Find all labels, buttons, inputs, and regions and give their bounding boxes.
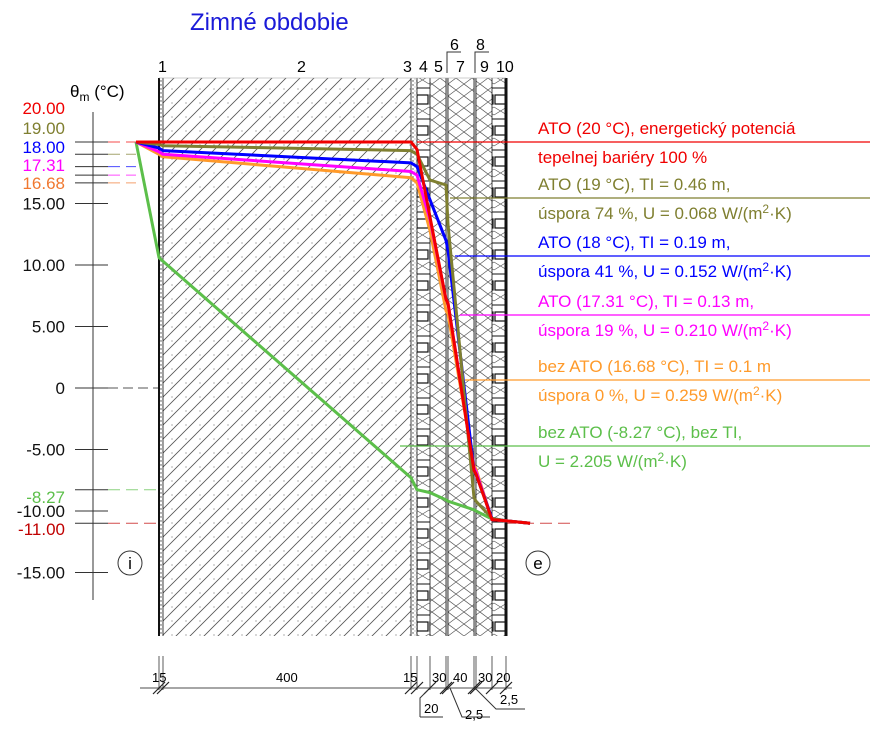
y-tick-label: -15.00 (17, 564, 65, 583)
y-tick-label: -5.00 (26, 441, 65, 460)
chart-title: Zimné obdobie (190, 9, 349, 36)
legend-entry: ATO (19 °C), TI = 0.46 m, úspora 74 %, U … (538, 175, 792, 223)
dimension-tick (410, 681, 424, 695)
y-tick-label: -10.00 (17, 502, 65, 521)
legend-line-1: ATO (18 °C), TI = 0.19 m, (538, 233, 730, 252)
wall-section (158, 51, 508, 636)
legend-entry: ATO (17.31 °C), TI = 0.13 m, úspora 19 %,… (538, 292, 792, 340)
legend-line-2: úspora 19 %, U = 0.210 W/(m2·K) (538, 319, 792, 340)
legend-line-1: bez ATO (16.68 °C), TI = 0.1 m (538, 357, 771, 376)
dimension-label: 15 (152, 670, 166, 685)
layer-3-plaster (411, 78, 417, 636)
legend-line-1: ATO (20 °C), energetický potenciá (538, 119, 796, 138)
interior-marker: i (117, 550, 143, 576)
legend-line-2: úspora 74 %, U = 0.068 W/(m2·K) (538, 202, 792, 223)
layer-label: 2 (297, 59, 306, 76)
layer-5-insulation (430, 78, 446, 636)
dimension-tick (156, 681, 170, 695)
dimension-line (140, 656, 525, 718)
dimension-tick (439, 681, 453, 695)
dimension-label: 40 (453, 670, 467, 685)
dimension-tick (499, 681, 513, 695)
legend-line-2: úspora 41 %, U = 0.152 W/(m2·K) (538, 260, 792, 281)
legend-line-2: U = 2.205 W/(m2·K) (538, 450, 687, 471)
highlight-value-label: 20.00 (22, 99, 65, 118)
layer-2-concrete (163, 78, 411, 636)
dimension-labels: 15 400 15 30 40 30 20 20 2,5 2,5 (152, 670, 518, 722)
layer-label: 10 (496, 59, 514, 76)
dimension-tick (485, 681, 499, 695)
legend-line-1: ATO (19 °C), TI = 0.46 m, (538, 175, 730, 194)
layer-10-blocks (492, 78, 505, 636)
layer-label: 9 (480, 59, 489, 76)
highlight-value-label: 18.00 (22, 138, 65, 157)
exterior-marker-label: e (533, 554, 542, 573)
legend: ATO (20 °C), energetický potenciá tepelne… (538, 119, 796, 471)
legend-entry: bez ATO (16.68 °C), TI = 0.1 m úspora 0 %… (538, 357, 782, 405)
y-tick-label: 15.00 (22, 195, 65, 214)
y-tick-label: 10.00 (22, 256, 65, 275)
legend-line-2: úspora 0 %, U = 0.259 W/(m2·K) (538, 384, 782, 405)
legend-entry: ATO (20 °C), energetický potenciá tepelne… (538, 119, 796, 167)
layer-label: 5 (434, 59, 443, 76)
exterior-marker: e (525, 550, 551, 576)
layer-label: 1 (158, 59, 167, 76)
dimension-label: 20 (424, 701, 438, 716)
dimension-label: 30 (432, 670, 446, 685)
highlight-value-label: 19.00 (22, 119, 65, 138)
interior-marker-label: i (128, 554, 132, 573)
layer-labels: 1 2 3 4 5 7 9 10 6 8 (158, 37, 514, 76)
y-tick-label: 5.00 (32, 318, 65, 337)
series-line (136, 140, 531, 525)
legend-entry: ATO (18 °C), TI = 0.19 m, úspora 41 %, U … (538, 233, 792, 281)
dimension-tick (404, 681, 418, 695)
layer-6-membrane (446, 78, 448, 636)
legend-line-1: bez ATO (-8.27 °C), bez TI, (538, 423, 742, 442)
highlight-value-label: 16.68 (22, 174, 65, 193)
legend-leader-lines (400, 141, 870, 447)
layer-8-membrane (474, 78, 476, 636)
series-group (134, 140, 531, 525)
legend-line-1: ATO (17.31 °C), TI = 0.13 m, (538, 292, 754, 311)
legend-entry: bez ATO (-8.27 °C), bez TI, U = 2.205 W/(… (538, 423, 742, 471)
dimension-label: 15 (403, 670, 417, 685)
layer-1-plaster (159, 78, 163, 636)
y-tick-label: 0 (56, 379, 65, 398)
dimension-label: 30 (478, 670, 492, 685)
highlight-value-label: -8.27 (26, 488, 65, 507)
dimension-tick (441, 681, 455, 695)
dimension-label: 2,5 (500, 692, 518, 707)
highlight-value-label: -11.00 (18, 520, 65, 539)
dimension-label: 400 (276, 670, 298, 685)
dimension-tick (467, 681, 481, 695)
dimension-tick (469, 681, 483, 695)
dimension-label: 20 (496, 670, 510, 685)
layer-label: 7 (456, 59, 465, 76)
dimension-label: 2,5 (465, 707, 483, 722)
layer-label: 6 (450, 37, 459, 54)
layer-label: 4 (419, 59, 428, 76)
layer-label: 3 (403, 59, 412, 76)
layer-9-insulation (476, 78, 492, 636)
layer-label: 8 (476, 37, 485, 54)
y-axis-label: θm (°C) (70, 82, 125, 104)
legend-line-2: tepelnej bariéry 100 % (538, 148, 707, 167)
highlight-value-label: 17.31 (22, 156, 65, 175)
